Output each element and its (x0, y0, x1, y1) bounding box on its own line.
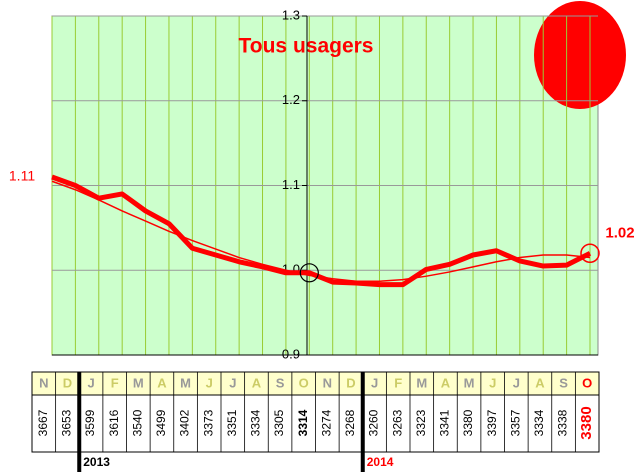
year-label: 2014 (367, 455, 394, 469)
count: 3274 (319, 409, 333, 436)
month-label: A (441, 375, 451, 390)
month-label: F (111, 375, 119, 390)
count: 3599 (83, 409, 97, 436)
month-label: J (87, 375, 94, 390)
month-label: S (276, 375, 285, 390)
count: 3305 (272, 409, 286, 436)
month-label: J (371, 375, 378, 390)
month-label: M (464, 375, 475, 390)
value-label: 1.11 (9, 168, 35, 184)
count: 3616 (107, 409, 121, 436)
month-label: J (229, 375, 236, 390)
count: 3380 (461, 409, 475, 436)
count: 3334 (249, 409, 263, 436)
count: 3268 (343, 409, 357, 436)
marker (299, 263, 319, 283)
month-label: O (582, 375, 592, 390)
count: 3402 (178, 409, 192, 436)
count: 3338 (556, 409, 570, 436)
count: 3357 (508, 409, 522, 436)
count: 3334 (532, 409, 546, 436)
month-label: J (513, 375, 520, 390)
count: 3323 (414, 409, 428, 436)
count: 3540 (130, 409, 144, 436)
count: 3260 (367, 409, 381, 436)
count: 3341 (438, 409, 452, 436)
y-tick-label: 1.2 (282, 92, 300, 107)
count: 3314 (296, 409, 310, 436)
chart-title: Tous usagers (239, 35, 374, 58)
count: 3653 (60, 409, 74, 436)
count: 3373 (201, 409, 215, 436)
month-label: N (39, 375, 48, 390)
month-label: J (206, 375, 213, 390)
red-dot (534, 1, 626, 109)
y-tick-label: 1.3 (282, 7, 300, 22)
month-label: A (252, 375, 262, 390)
month-label: S (559, 375, 568, 390)
y-tick-label: 1.1 (282, 177, 300, 192)
count: 3667 (36, 409, 50, 436)
month-label: A (535, 375, 545, 390)
trend-line (51, 180, 591, 283)
y-tick-label: 0.9 (282, 346, 300, 361)
count: 3397 (485, 409, 499, 436)
month-label: O (299, 375, 309, 390)
count: 3263 (390, 409, 404, 436)
month-label: M (416, 375, 427, 390)
month-label: F (394, 375, 402, 390)
month-label: J (489, 375, 496, 390)
month-label: N (323, 375, 332, 390)
count: 3351 (225, 409, 239, 436)
month-label: M (180, 375, 191, 390)
year-label: 2013 (83, 455, 110, 469)
value-label: 1.02 (605, 224, 634, 241)
month-label: D (63, 375, 72, 390)
month-label: M (133, 375, 144, 390)
count: 3380 (578, 406, 595, 439)
month-label: D (346, 375, 355, 390)
count: 3499 (154, 409, 168, 436)
marker (580, 243, 600, 264)
month-label: A (157, 375, 167, 390)
